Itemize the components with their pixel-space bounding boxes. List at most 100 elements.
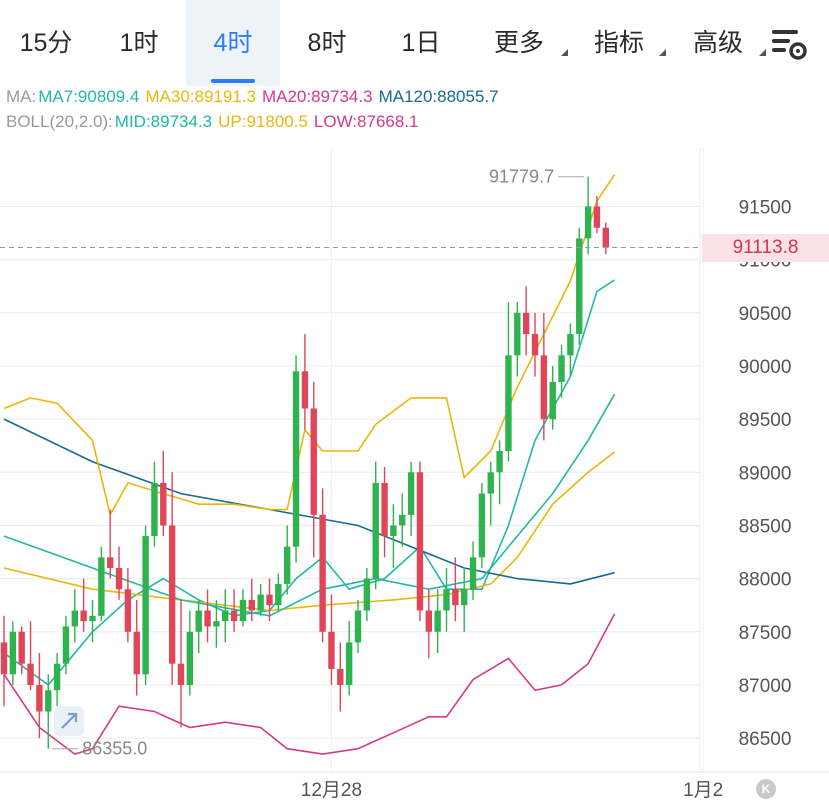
candle-body <box>168 525 176 664</box>
tab-label: 指标 <box>593 29 644 57</box>
candle-body <box>275 583 282 606</box>
tab-label: 高级 <box>692 29 743 57</box>
expand-icon <box>61 712 78 729</box>
indicator-value: UP:91800.5 <box>218 112 308 131</box>
candle-body <box>496 451 503 473</box>
tab-label: 1时 <box>119 29 159 57</box>
candle-body <box>425 610 432 632</box>
candle-body <box>27 663 34 685</box>
candle-body <box>177 663 185 685</box>
candle-body <box>487 472 494 494</box>
candle-body <box>266 594 273 606</box>
candle-body <box>71 610 78 627</box>
y-tick-label: 86500 <box>739 729 792 750</box>
candle-body <box>124 589 132 632</box>
candle-body <box>584 206 592 239</box>
tab-label: 15分 <box>19 29 73 57</box>
candle-body <box>399 514 406 526</box>
y-tick-label: 88000 <box>739 570 792 591</box>
candle-body <box>443 589 450 611</box>
candle-body <box>36 684 43 712</box>
candle-body <box>115 567 123 590</box>
candle-body <box>522 312 530 335</box>
candle-body <box>292 371 300 547</box>
candle-body <box>372 482 379 579</box>
high-annotation-label: 91779.7 <box>489 167 554 187</box>
indicator-value: LOW:87668.1 <box>313 112 419 131</box>
tab-6[interactable]: 指标 <box>570 0 668 86</box>
boll-indicator-row[interactable]: BOLL(20,2.0): MID:89734.3 UP:91800.5 LOW:87… <box>6 112 425 132</box>
indicator-value: MA20:89734.3 <box>261 87 373 106</box>
candle-body <box>62 626 70 664</box>
candle-body <box>80 610 87 622</box>
candle-body <box>363 578 371 611</box>
candle-body <box>204 610 211 627</box>
ma-indicator-row[interactable]: MA: MA7:90809.4 MA30:89191.3 MA20:89734.3 MA… <box>6 87 505 107</box>
dropdown-caret-icon <box>659 49 666 56</box>
candle-body <box>107 557 114 568</box>
tab-1[interactable]: 1时 <box>92 0 186 86</box>
x-tick-label: 1月2 <box>683 780 723 801</box>
tab-label: 1日 <box>401 29 441 57</box>
candle-body <box>540 355 548 420</box>
candle-body <box>416 472 424 611</box>
candle-body <box>257 594 264 611</box>
candle-body <box>98 557 105 616</box>
candle-body <box>230 610 238 622</box>
tab-2[interactable]: 4时 <box>186 0 280 86</box>
kline-badge-icon[interactable]: K <box>756 779 776 799</box>
candle-body <box>337 668 344 685</box>
candle-body <box>531 334 539 356</box>
candle-body <box>319 514 326 632</box>
chart-settings-button[interactable] <box>768 24 812 64</box>
candle-body <box>160 482 167 526</box>
candle-body <box>89 615 96 622</box>
candle-body <box>345 642 353 685</box>
tab-4[interactable]: 1日 <box>374 0 468 86</box>
indicator-line-boll-low <box>3 613 616 755</box>
indicator-prefix: MA: <box>6 87 37 106</box>
indicator-value: MID:89734.3 <box>114 112 213 131</box>
low-annotation-label: 86355.0 <box>82 739 147 759</box>
indicator-line-boll-mid <box>3 393 616 617</box>
candle-body <box>248 599 255 611</box>
candle-body <box>593 206 601 228</box>
candle-body <box>505 355 512 452</box>
candle-body <box>186 631 194 685</box>
y-tick-label: 87500 <box>739 623 792 644</box>
candle-body <box>407 472 415 515</box>
tab-0[interactable]: 15分 <box>0 0 92 86</box>
indicator-line-ma30 <box>3 451 616 612</box>
candle-body <box>18 631 25 664</box>
candle-body <box>354 610 362 643</box>
candle-body <box>328 631 335 669</box>
y-tick-label: 87000 <box>739 676 792 697</box>
candle-body <box>53 663 61 691</box>
tab-7[interactable]: 高级 <box>668 0 768 86</box>
y-tick-label: 89000 <box>739 463 792 484</box>
y-tick-label: 90000 <box>739 357 792 378</box>
candle-body <box>213 621 220 627</box>
indicator-value: MA7:90809.4 <box>38 87 140 106</box>
candle-body <box>469 557 477 590</box>
candle-body <box>381 482 388 537</box>
dropdown-caret-icon <box>561 49 568 56</box>
candle-body <box>133 631 140 675</box>
tab-3[interactable]: 8时 <box>280 0 374 86</box>
indicator-value: MA30:89191.3 <box>145 87 256 106</box>
indicator-prefix: BOLL(20,2.0): <box>6 112 113 131</box>
candle-body <box>390 525 397 537</box>
candle-body <box>239 599 247 622</box>
candle-body <box>284 546 291 584</box>
indicator-line-ma120 <box>3 418 615 585</box>
candle-body <box>151 482 158 537</box>
tab-5[interactable]: 更多 <box>468 0 570 86</box>
y-tick-label: 90500 <box>739 304 792 325</box>
y-tick-label: 89500 <box>739 410 792 431</box>
candle-body <box>549 381 556 420</box>
y-tick-label: 88500 <box>739 516 792 537</box>
settings-icon <box>772 30 807 60</box>
tab-label: 更多 <box>493 29 544 57</box>
indicator-line-ma7 <box>3 279 616 686</box>
